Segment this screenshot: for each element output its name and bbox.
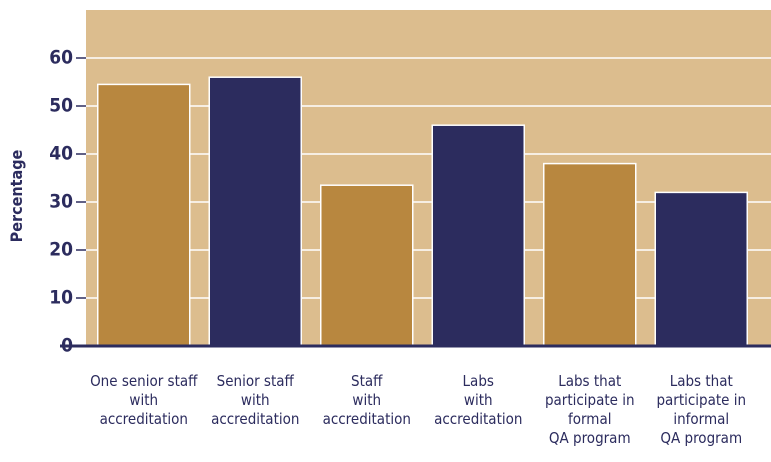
y-tick-label: 10 <box>49 287 73 309</box>
x-tick-label: Senior staff with accreditation <box>211 372 299 428</box>
bar <box>320 184 414 347</box>
x-tick-label: Labs with accreditation <box>434 372 522 428</box>
bar <box>208 76 302 347</box>
y-axis-label: Percentage <box>7 149 26 242</box>
y-tick-label: 20 <box>49 239 73 261</box>
bar <box>97 83 191 347</box>
x-tick-label: Staff with accreditation <box>323 372 411 428</box>
bar <box>431 124 525 347</box>
y-tick-label: 60 <box>49 47 73 69</box>
y-tick-label: 40 <box>49 143 73 165</box>
x-tick-label: Labs that participate in formal QA program <box>545 372 635 447</box>
bar <box>654 191 748 347</box>
bar <box>543 162 637 347</box>
x-tick-label: One senior staff with accreditation <box>90 372 198 428</box>
y-tick-label: 50 <box>49 95 73 117</box>
y-tick-label: 30 <box>49 191 73 213</box>
x-tick-label: Labs that participate in informal QA progra… <box>656 372 746 447</box>
